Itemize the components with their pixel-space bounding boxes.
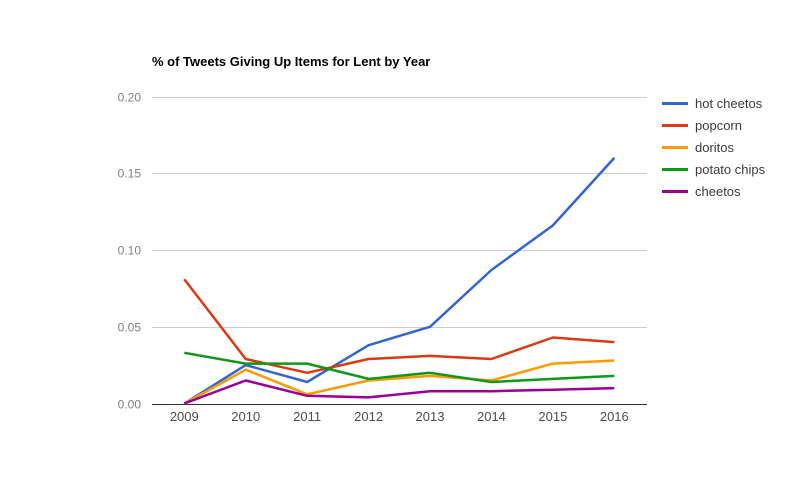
y-tick-label: 0.10 [118,244,142,258]
y-tick-label: 0.00 [118,398,142,412]
chart-title: % of Tweets Giving Up Items for Lent by … [152,54,431,69]
legend-item-cheetos: cheetos [662,182,741,200]
y-tick-label: 0.15 [118,167,142,181]
legend-label: popcorn [695,117,742,133]
x-tick-label: 2015 [538,409,567,424]
legend-label: hot cheetos [695,95,763,111]
legend-label: potato chips [695,161,766,177]
legend-swatch [662,189,688,193]
series-line-hot-cheetos [183,157,616,405]
legend-swatch [662,167,688,171]
legend-item-hot-cheetos: hot cheetos [662,94,762,112]
legend-item-doritos: doritos [662,138,734,156]
legend-swatch [662,101,688,105]
y-tick-label: 0.20 [118,91,142,105]
x-tick-label: 2009 [170,409,199,424]
series-line-potato-chips [184,351,615,384]
y-tick-label: 0.05 [118,321,142,335]
series-line-popcorn [183,278,615,375]
x-tick-label: 2011 [293,409,321,424]
legend-label: doritos [695,139,735,155]
legend-label: cheetos [695,183,741,199]
legend-swatch [662,123,688,127]
x-tick-label: 2016 [600,409,629,424]
x-tick-label: 2010 [231,409,260,424]
series-line-doritos [183,359,615,405]
x-tick-label: 2012 [354,409,383,424]
legend-swatch [662,145,688,149]
legend-item-popcorn: popcorn [662,116,742,134]
series-line-cheetos [183,379,615,405]
x-tick-label: 2013 [416,409,445,424]
legend-item-potato-chips: potato chips [662,160,765,178]
x-tick-label: 2014 [477,409,506,424]
